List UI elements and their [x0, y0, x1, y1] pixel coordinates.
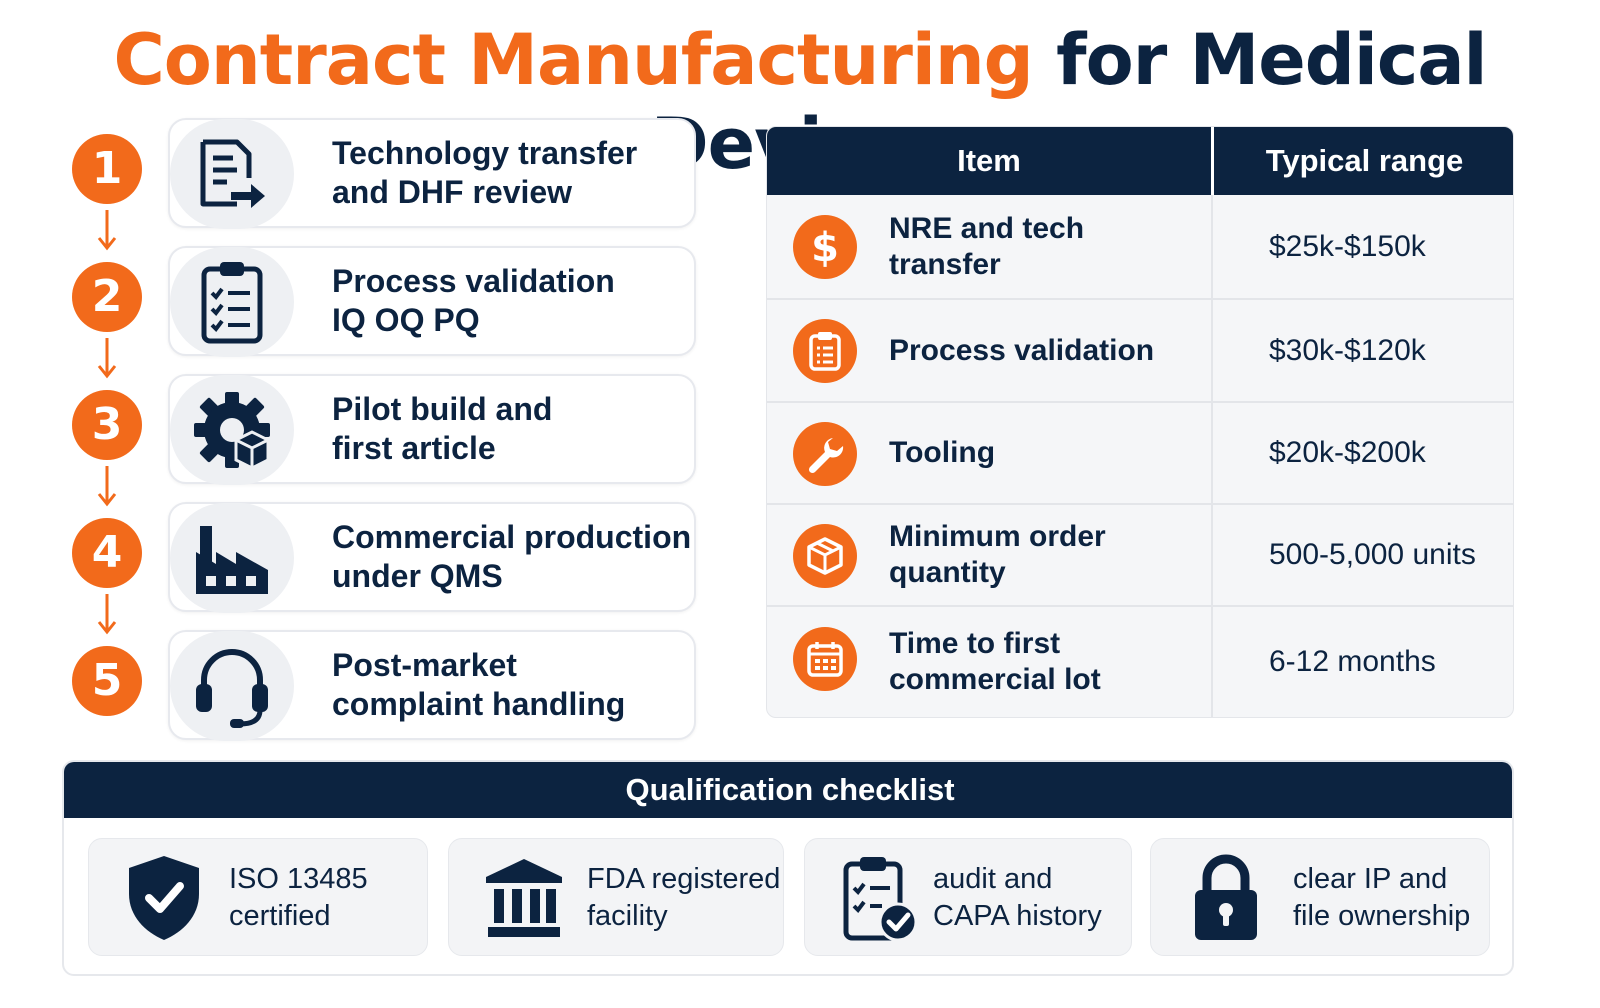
dollar-icon: $ — [793, 215, 857, 279]
factory-icon — [196, 526, 268, 594]
step-label-5-line1: Post-market — [332, 647, 517, 683]
checklist-item: FDA registered facility — [448, 838, 784, 956]
step-number-3: 3 — [72, 390, 142, 460]
step-card-1: Technology transfer and DHF review — [168, 118, 696, 229]
row-item-label: Minimum order quantity — [889, 520, 1106, 589]
checklist-item: clear IP and file ownership — [1150, 838, 1490, 956]
step-label-1-line1: Technology transfer — [332, 135, 638, 171]
gear-box-icon — [194, 392, 270, 470]
down-arrow-icon — [97, 210, 117, 251]
row-item-label: Time to first commercial lot — [889, 627, 1101, 696]
step-card-4: Commercial production under QMS — [168, 502, 696, 613]
checklist-item: audit and CAPA history — [804, 838, 1132, 956]
calendar-icon — [793, 627, 857, 691]
table-row: Tooling $20k-$200k — [767, 403, 1513, 505]
row-range-value: $25k-$150k — [1269, 229, 1426, 263]
table-header: Item Typical range — [767, 127, 1513, 195]
table-row: Process validation $30k-$120k — [767, 300, 1513, 403]
checklist-label-line1: audit and — [933, 863, 1053, 895]
document-arrow-icon — [200, 139, 265, 208]
table-row: $ NRE and tech transfer $25k-$150k — [767, 195, 1513, 300]
step-label-2-line2: IQ OQ PQ — [332, 302, 480, 338]
step-label-3-line1: Pilot build and — [332, 391, 553, 427]
row-range-value: 6-12 months — [1269, 645, 1436, 678]
step-number-2: 2 — [72, 262, 142, 332]
checklist-title: Qualification checklist — [64, 762, 1512, 818]
page-title: Contract Manufacturing for Medical Devic… — [0, 18, 1600, 186]
box-icon — [793, 524, 857, 588]
title-accent: Contract Manufacturing — [113, 19, 1033, 101]
down-arrow-icon — [97, 466, 117, 507]
header-item: Item — [957, 143, 1021, 178]
row-item-label: Tooling — [889, 436, 996, 469]
clipboard-checklist-icon — [201, 262, 263, 344]
checklist-label-line1: FDA registered — [587, 863, 781, 895]
header-range: Typical range — [1265, 143, 1464, 178]
checklist-label-line2: file ownership — [1293, 900, 1471, 932]
step-number-4: 4 — [72, 518, 142, 588]
shield-check-icon — [119, 853, 209, 943]
row-range-value: 500-5,000 units — [1269, 538, 1476, 571]
row-range-value: $20k-$200k — [1269, 436, 1426, 469]
down-arrow-icon — [97, 338, 117, 379]
step-label-2-line1: Process validation — [332, 263, 615, 299]
step-card-3: Pilot build and first article — [168, 374, 696, 485]
cost-table: Item Typical range $ NRE and tech transf… — [766, 126, 1514, 718]
checklist-label-line2: certified — [229, 900, 331, 932]
step-number-5: 5 — [72, 646, 142, 716]
row-item-label: NRE and tech transfer — [889, 211, 1085, 281]
clipboard-check-icon — [835, 853, 925, 943]
qualification-checklist: Qualification checklist ISO 13485 certifi… — [62, 760, 1514, 976]
wrench-icon — [793, 422, 857, 486]
down-arrow-icon — [97, 594, 117, 635]
step-label-4-line1: Commercial production — [332, 519, 692, 555]
step-card-2: Process validation IQ OQ PQ — [168, 246, 696, 357]
checklist-item: ISO 13485 certified — [88, 838, 428, 956]
table-row: Minimum order quantity 500-5,000 units — [767, 505, 1513, 607]
checklist-label-line1: clear IP and — [1293, 863, 1448, 895]
headset-icon — [196, 649, 268, 728]
clipboard-icon — [793, 319, 857, 383]
step-card-5: Post-market complaint handling — [168, 630, 696, 741]
step-number-1: 1 — [72, 134, 142, 204]
step-label-5-line2: complaint handling — [332, 686, 626, 722]
row-item-label: Process validation — [889, 333, 1155, 367]
step-label-4-line2: under QMS — [332, 558, 503, 594]
row-range-value: $30k-$120k — [1269, 333, 1426, 367]
padlock-icon — [1181, 853, 1271, 943]
government-building-icon — [479, 853, 569, 943]
step-label-1-line2: and DHF review — [332, 174, 573, 210]
checklist-label-line2: CAPA history — [933, 900, 1102, 932]
step-label-3-line2: first article — [332, 430, 496, 466]
checklist-label-line1: ISO 13485 — [229, 863, 368, 895]
checklist-label-line2: facility — [587, 900, 668, 932]
table-row: Time to first commercial lot 6-12 months — [767, 607, 1513, 717]
svg-text:$: $ — [811, 225, 839, 269]
